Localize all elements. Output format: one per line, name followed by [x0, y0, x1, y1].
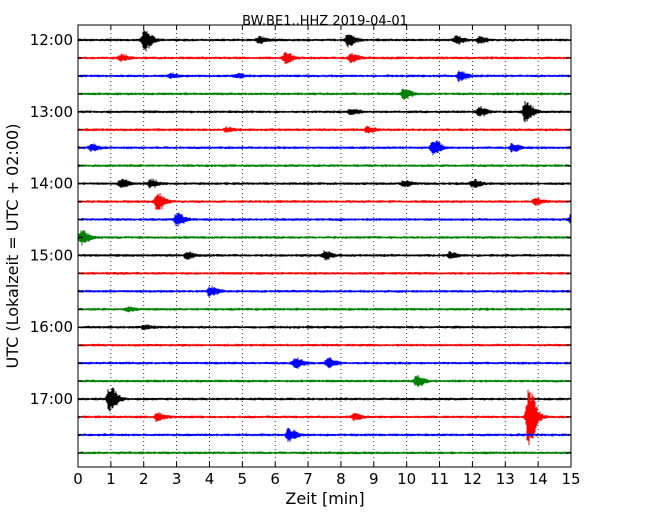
trace-1315: [77, 125, 572, 134]
trace-1515: [77, 271, 572, 275]
y-tick-label-2: 14:00: [30, 175, 73, 193]
trace-1215: [77, 52, 572, 65]
trace-1200: [77, 29, 572, 52]
trace-1600: [77, 324, 572, 331]
trace-1645: [77, 375, 572, 388]
y-tick-label-3: 15:00: [30, 246, 73, 264]
x-tick-label-5: 5: [238, 470, 248, 488]
chart-title: BW.BE1..HHZ 2019-04-01: [242, 14, 408, 29]
x-tick-label-11: 11: [430, 470, 449, 488]
x-tick-label-2: 2: [139, 470, 149, 488]
x-axis-label: Zeit [min]: [285, 489, 364, 508]
y-tick-label-1: 13:00: [30, 103, 73, 121]
plot-frame: [77, 24, 572, 468]
grid-lines: [110, 25, 539, 467]
x-tick-label-15: 15: [561, 470, 580, 488]
trace-1345: [77, 164, 572, 168]
axis-ticks: 0 1 2 3 4 5 6 7 8 9 10 11 12 13 14 1512:0013:0014:0015:…: [30, 25, 581, 488]
y-axis-label: UTC (Lokalzeit = UTC + 02:00): [3, 124, 22, 369]
x-tick-label-13: 13: [496, 470, 515, 488]
x-tick-label-4: 4: [205, 470, 215, 488]
y-tick-label-0: 12:00: [30, 31, 73, 49]
trace-1330: [77, 140, 572, 156]
y-tick-label-4: 16:00: [30, 318, 73, 336]
x-tick-label-7: 7: [303, 470, 313, 488]
trace-1545: [77, 306, 572, 313]
trace-1230: [77, 70, 572, 83]
trace-1400: [77, 178, 572, 189]
trace-1745: [77, 451, 572, 455]
x-tick-label-3: 3: [172, 470, 182, 488]
x-tick-label-9: 9: [369, 470, 379, 488]
trace-1615: [77, 343, 572, 347]
seismogram-traces: [77, 29, 572, 455]
x-tick-label-1: 1: [106, 470, 116, 488]
trace-1700: [77, 387, 572, 412]
trace-1630: [77, 357, 572, 369]
trace-1730: [77, 427, 572, 442]
x-tick-label-12: 12: [463, 470, 482, 488]
trace-1445: [77, 230, 572, 246]
x-tick-label-6: 6: [270, 470, 280, 488]
x-tick-label-10: 10: [397, 470, 416, 488]
trace-1300: [77, 101, 572, 123]
trace-1430: [77, 212, 572, 227]
trace-1415: [77, 193, 572, 210]
trace-1245: [77, 88, 572, 100]
trace-1530: [77, 286, 572, 297]
x-tick-label-0: 0: [73, 470, 83, 488]
x-tick-label-14: 14: [529, 470, 548, 488]
x-tick-label-8: 8: [336, 470, 346, 488]
y-tick-label-5: 17:00: [30, 390, 73, 408]
trace-1500: [77, 250, 572, 261]
